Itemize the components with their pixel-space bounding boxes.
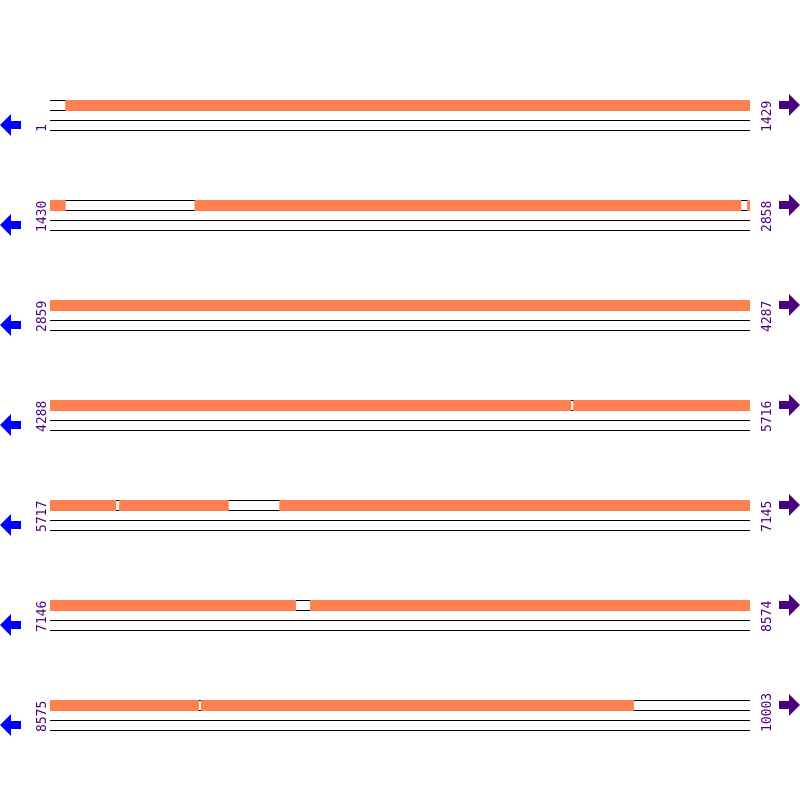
arrow-left-icon — [0, 314, 21, 336]
arrow-right-icon — [779, 94, 800, 116]
row-start-label: 2859 — [35, 301, 50, 332]
arrow-left-icon — [0, 614, 21, 636]
row-start-label: 4288 — [35, 401, 50, 432]
row-start-label: 7146 — [35, 601, 50, 632]
sequence-row: 2859 4287 — [0, 294, 800, 336]
sequence-row: 8575 10003 — [0, 693, 800, 736]
arrow-right-icon — [779, 294, 800, 316]
arrow-left-icon — [0, 714, 21, 736]
sequence-row: 4288 5716 — [0, 394, 800, 436]
row-start-label: 5717 — [35, 501, 50, 532]
feature-segment — [747, 200, 750, 211]
arrow-right-icon — [779, 394, 800, 416]
row-end-label: 4287 — [760, 301, 775, 332]
arrow-right-icon — [779, 694, 800, 716]
feature-segment — [573, 400, 750, 411]
row-end-label: 10003 — [760, 693, 775, 732]
feature-segment — [50, 600, 296, 611]
sequence-row: 7146 8574 — [0, 594, 800, 636]
row-end-label: 1429 — [760, 101, 775, 132]
sequence-row: 1 1429 — [0, 94, 800, 136]
feature-segment — [200, 700, 634, 711]
row-start-label: 1430 — [35, 201, 50, 232]
arrow-right-icon — [779, 494, 800, 516]
feature-segment — [50, 300, 750, 311]
feature-segment — [310, 600, 750, 611]
feature-segment — [50, 400, 572, 411]
row-end-label: 5716 — [760, 401, 775, 432]
arrow-left-icon — [0, 214, 21, 236]
arrow-left-icon — [0, 114, 21, 136]
arrow-right-icon — [779, 194, 800, 216]
arrow-left-icon — [0, 414, 21, 436]
feature-segment — [50, 200, 66, 211]
feature-segment — [194, 200, 742, 211]
row-start-label: 8575 — [35, 701, 50, 732]
feature-segment — [65, 100, 751, 111]
feature-segment — [50, 700, 199, 711]
feature-segment — [119, 500, 229, 511]
feature-segment — [50, 500, 117, 511]
row-end-label: 2858 — [760, 201, 775, 232]
row-end-label: 8574 — [760, 601, 775, 632]
row-start-label: 1 — [35, 124, 50, 132]
feature-segment — [279, 500, 750, 511]
row-end-label: 7145 — [760, 501, 775, 532]
sequence-row: 5717 7145 — [0, 494, 800, 536]
arrow-left-icon — [0, 514, 21, 536]
sequence-row: 1430 2858 — [0, 194, 800, 236]
arrow-right-icon — [779, 594, 800, 616]
